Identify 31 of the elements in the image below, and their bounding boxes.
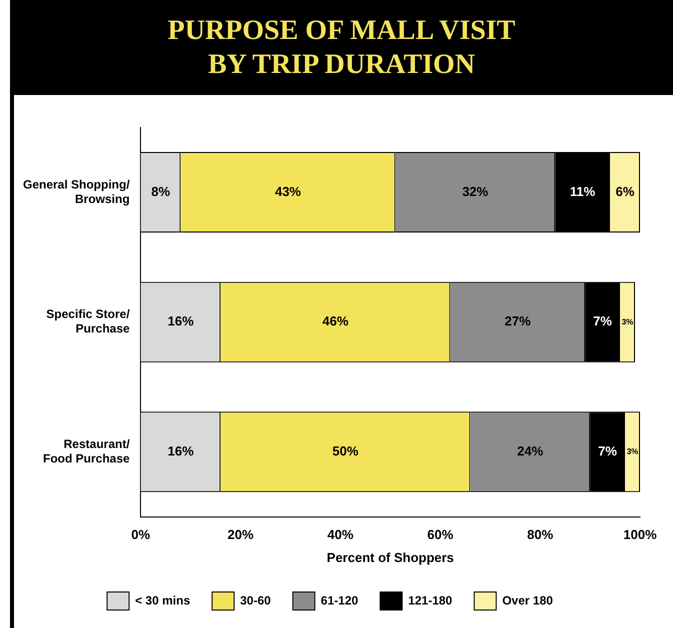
data-label: 27% [504, 314, 532, 329]
chart-title: PURPOSE OF MALL VISIT BY TRIP DURATION [10, 0, 673, 95]
x-tick-label: 60% [427, 527, 454, 542]
x-tick-label: 20% [228, 527, 254, 542]
legend-label: 61-120 [320, 593, 358, 608]
data-label: 16% [168, 443, 194, 458]
data-label: 7% [598, 443, 618, 458]
x-tick-label: 0% [131, 527, 151, 542]
data-label: 11% [570, 184, 596, 199]
x-tick-label: 100% [623, 527, 658, 542]
y-tick-label: Restaurant/ Food Purchase [42, 437, 130, 466]
data-label: 24% [517, 443, 544, 458]
data-label: 8% [151, 184, 170, 199]
data-label: 7% [593, 314, 612, 329]
data-label: 50% [332, 443, 359, 458]
data-label: 43% [274, 184, 302, 199]
data-label: 6% [616, 184, 635, 199]
x-tick-label: 80% [527, 527, 554, 542]
data-label: 3% [622, 317, 634, 326]
legend-label: 121-180 [408, 593, 453, 608]
legend-label: Over 180 [502, 593, 554, 608]
y-tick-label: General Shopping/ Browsing [22, 177, 130, 206]
x-axis-title: Percent of Shoppers [326, 550, 454, 565]
data-label: 16% [168, 314, 194, 329]
y-tick-label: Specific Store/ Purchase [46, 307, 130, 336]
data-label: 32% [462, 184, 489, 199]
x-tick-label: 40% [327, 527, 354, 542]
data-label: 3% [626, 447, 638, 456]
data-label: 46% [322, 314, 349, 329]
legend-label: < 30 mins [135, 593, 190, 608]
legend-label: 30-60 [240, 593, 272, 608]
